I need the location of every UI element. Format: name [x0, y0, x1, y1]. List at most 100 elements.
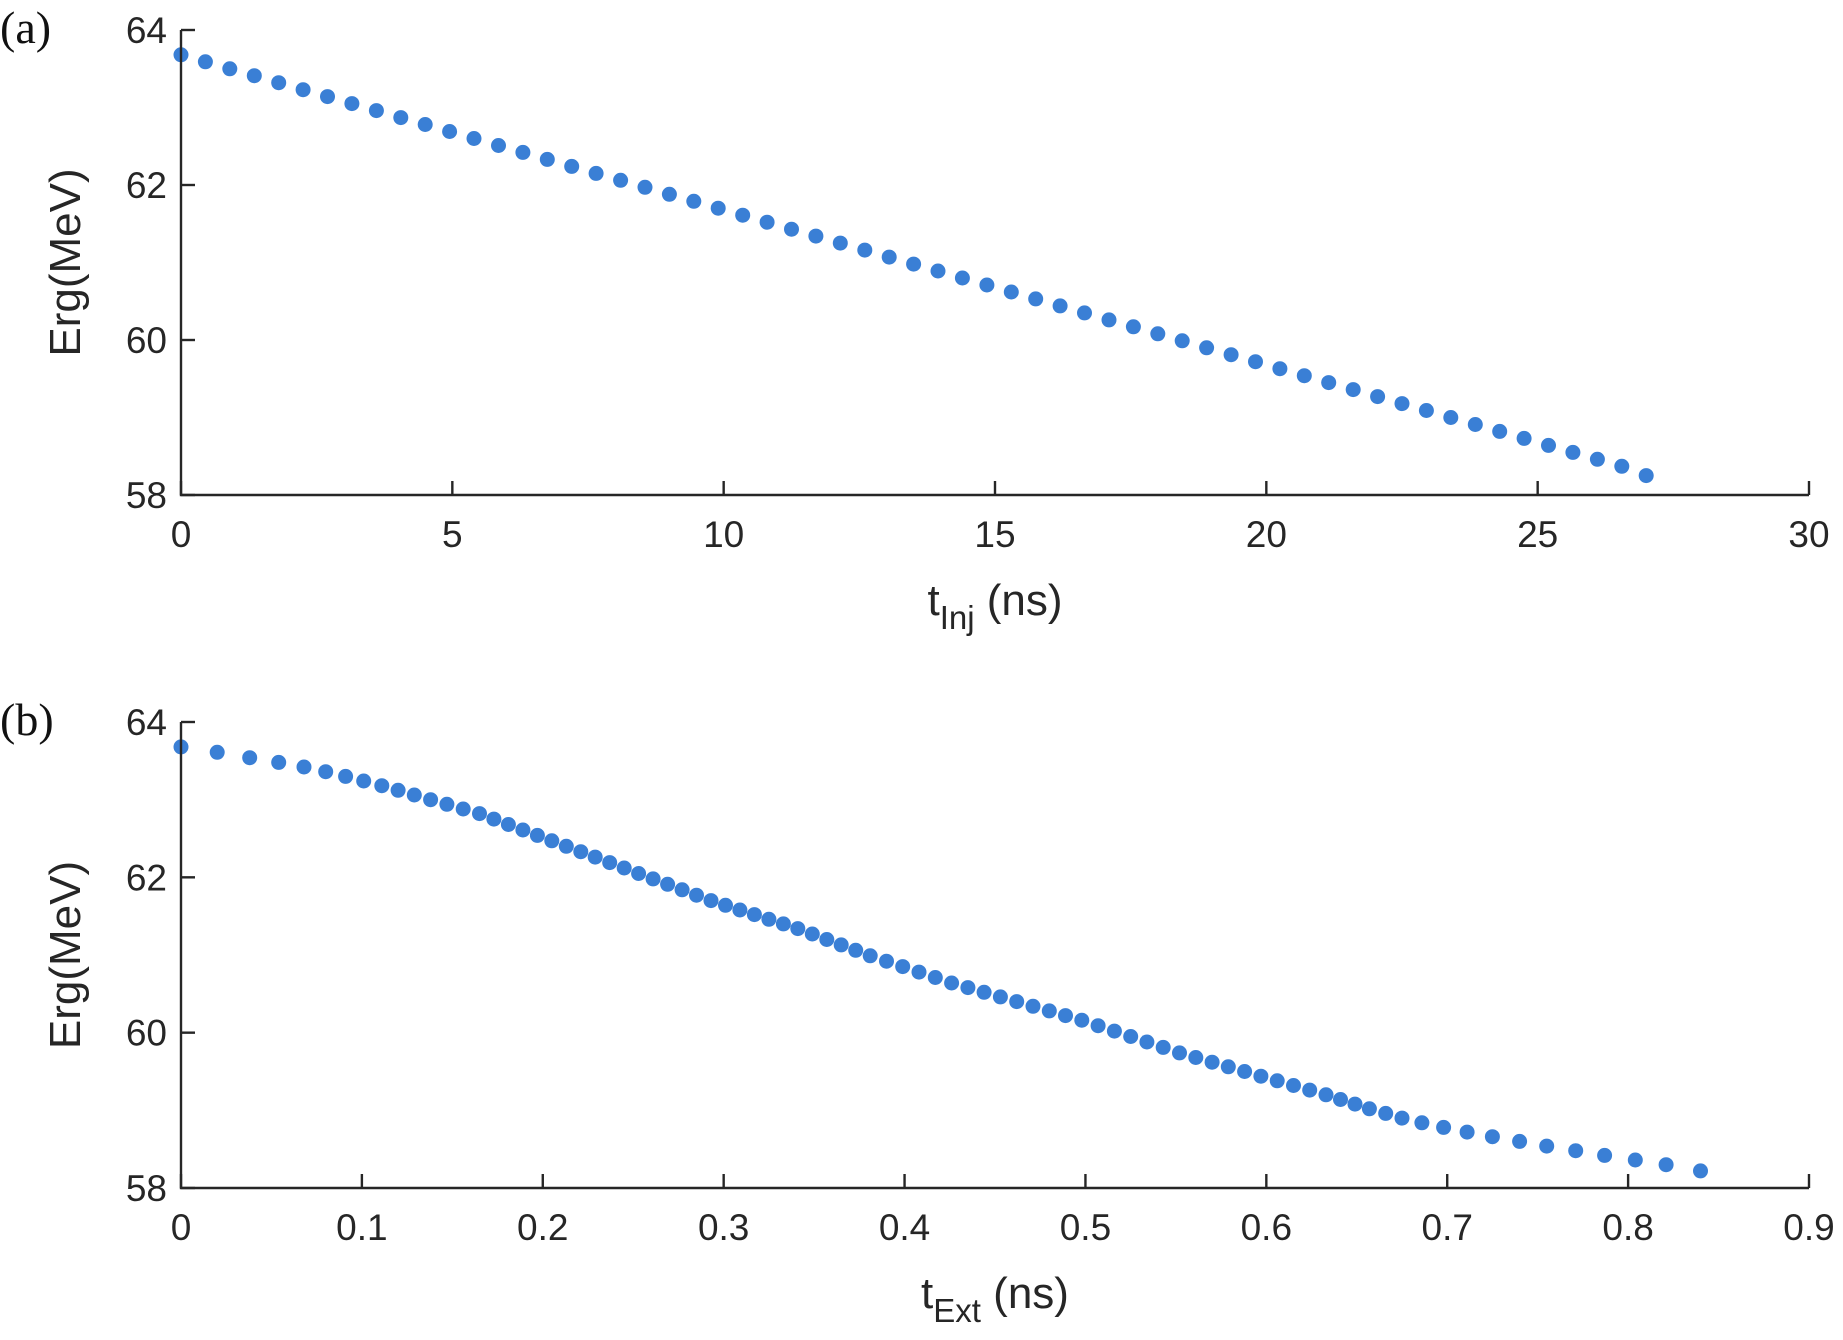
x-tick-label: 5 — [442, 514, 463, 555]
data-point — [587, 849, 603, 865]
data-point — [197, 54, 213, 70]
y-tick-label: 60 — [126, 1013, 167, 1054]
data-point — [1025, 998, 1041, 1014]
data-point — [1269, 1073, 1285, 1089]
panel-a-x-axis-label-main: t — [927, 576, 939, 625]
data-point — [832, 235, 848, 251]
data-point — [927, 970, 943, 985]
data-point — [848, 942, 864, 958]
x-tick-label: 0 — [171, 514, 192, 555]
data-point — [1174, 333, 1190, 349]
data-point — [1302, 1082, 1318, 1098]
data-point — [1484, 1129, 1500, 1145]
panel-label-b: (b) — [0, 694, 54, 745]
data-point — [857, 242, 873, 258]
data-point — [1188, 1050, 1204, 1065]
data-point — [544, 833, 560, 849]
data-point — [1459, 1124, 1475, 1140]
data-point — [368, 103, 384, 119]
data-point — [1318, 1087, 1334, 1103]
x-tick-label: 20 — [1246, 514, 1287, 555]
data-point — [529, 827, 545, 843]
data-point — [660, 876, 676, 892]
data-point — [246, 68, 262, 84]
data-point — [1394, 1110, 1410, 1126]
panel-label-a: (a) — [0, 2, 51, 53]
x-tick-label: 0.2 — [517, 1207, 568, 1248]
data-point — [1074, 1012, 1090, 1028]
x-tick-label: 0.4 — [879, 1207, 930, 1248]
data-point — [423, 792, 439, 808]
data-point — [775, 916, 791, 932]
data-point — [318, 764, 334, 780]
data-point — [442, 124, 458, 139]
data-point — [784, 221, 799, 237]
data-point — [1296, 368, 1312, 384]
data-point — [573, 844, 589, 860]
data-point — [1139, 1034, 1155, 1050]
data-point — [881, 249, 897, 265]
data-point — [930, 263, 946, 279]
data-point — [356, 773, 372, 789]
data-point — [808, 228, 824, 244]
data-point — [1199, 340, 1215, 356]
x-tick-label: 0.5 — [1060, 1207, 1111, 1248]
data-point — [338, 768, 354, 784]
data-point — [1467, 417, 1483, 432]
data-point — [1101, 312, 1117, 328]
y-tick-label: 58 — [126, 1168, 167, 1209]
data-point — [1041, 1003, 1057, 1019]
x-tick-label: 30 — [1788, 514, 1829, 555]
data-point — [602, 855, 618, 871]
data-point — [1539, 1138, 1555, 1154]
panel-a-x-axis-label: tInj (ns) — [927, 576, 1062, 636]
data-point — [1125, 319, 1141, 335]
data-point — [500, 817, 516, 832]
data-point — [790, 921, 806, 937]
data-point — [746, 907, 762, 923]
data-point — [735, 207, 751, 223]
data-point — [911, 964, 927, 980]
data-point — [539, 151, 555, 167]
data-point — [1172, 1045, 1187, 1061]
x-tick-label: 0.7 — [1422, 1207, 1473, 1248]
data-point — [1150, 326, 1166, 342]
data-point — [1003, 284, 1019, 300]
data-point — [976, 984, 992, 1000]
data-point — [944, 975, 960, 991]
x-tick-label: 25 — [1517, 514, 1558, 555]
data-point — [558, 838, 574, 854]
data-point — [960, 980, 976, 996]
panel-b-y-axis-label: Erg(MeV) — [41, 861, 90, 1049]
data-point — [1378, 1105, 1394, 1121]
data-point — [703, 893, 719, 909]
panel-b-markers — [173, 739, 1708, 1179]
panel-a-x-axis-label-unit: (ns) — [975, 576, 1063, 625]
data-point — [732, 902, 748, 918]
data-point — [1492, 423, 1508, 439]
data-point — [862, 948, 878, 964]
data-point — [390, 782, 406, 798]
y-tick-label: 60 — [126, 320, 167, 361]
data-point — [1370, 389, 1386, 405]
data-point — [1394, 396, 1410, 412]
panel-b-x-axis-label-subscript: Ext — [933, 1292, 981, 1329]
data-point — [718, 897, 733, 913]
data-point — [1204, 1054, 1220, 1070]
y-tick-label: 58 — [126, 475, 167, 516]
x-tick-label: 0.6 — [1241, 1207, 1292, 1248]
data-point — [1436, 1119, 1452, 1135]
data-point — [674, 882, 690, 898]
panel-a-markers — [173, 47, 1654, 484]
data-point — [1058, 1008, 1073, 1024]
data-point — [661, 186, 677, 202]
data-point — [296, 759, 312, 775]
data-point — [1123, 1029, 1139, 1044]
data-point — [992, 989, 1008, 1005]
data-point — [895, 959, 911, 975]
data-point — [637, 179, 653, 195]
data-point — [1090, 1018, 1106, 1034]
panel-b-axes — [179, 722, 1809, 1190]
data-point — [1345, 382, 1361, 398]
